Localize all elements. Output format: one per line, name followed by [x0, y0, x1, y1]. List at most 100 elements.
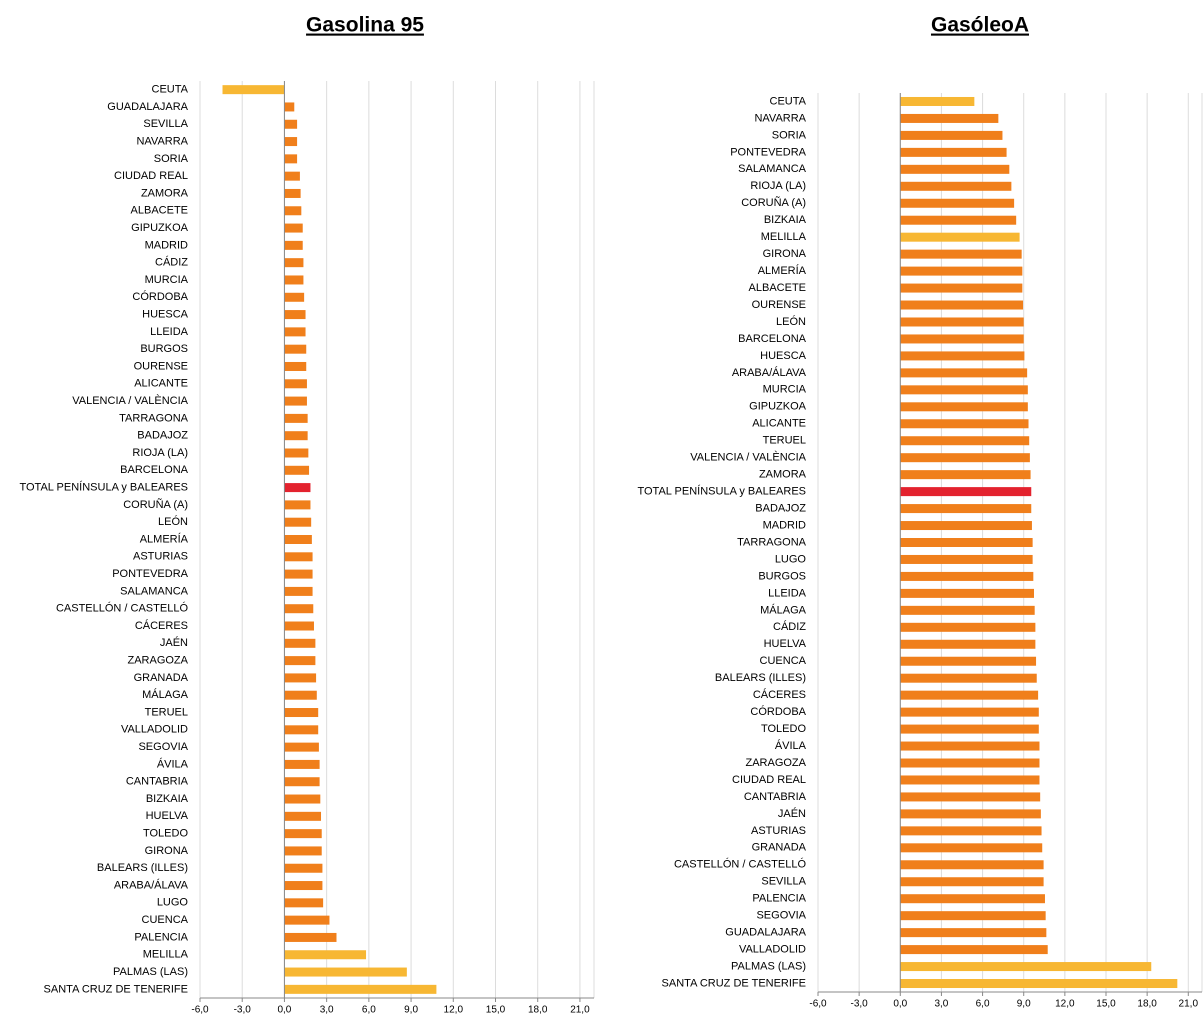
bar — [900, 453, 1030, 463]
bar — [284, 984, 437, 994]
y-tick-label: CANTABRIA — [126, 776, 189, 788]
x-tick-label: 15,0 — [1096, 999, 1116, 1010]
y-tick-label: CEUTA — [152, 84, 189, 96]
y-tick-label: GRANADA — [134, 672, 189, 684]
bar — [284, 258, 304, 268]
bar — [284, 950, 367, 960]
y-tick-label: RIOJA (LA) — [750, 180, 806, 192]
bar — [222, 85, 285, 95]
y-tick-label: CÓRDOBA — [750, 705, 806, 718]
y-tick-label: SALAMANCA — [120, 585, 189, 597]
y-tick-label: TARRAGONA — [119, 412, 189, 424]
bar — [284, 621, 314, 631]
bar — [284, 881, 323, 891]
bar — [284, 673, 317, 683]
bar — [900, 945, 1048, 955]
y-tick-label: JAÉN — [778, 807, 806, 820]
x-tick-label: 21,0 — [570, 1005, 590, 1016]
y-tick-label: ALBACETE — [749, 282, 806, 294]
y-tick-label: OURENSE — [752, 299, 806, 311]
bar — [284, 535, 312, 544]
bar — [284, 448, 309, 458]
bar — [900, 605, 1035, 615]
bar — [900, 113, 999, 123]
bar — [900, 911, 1046, 921]
y-tick-label: TOTAL PENÍNSULA y BALEARES — [19, 481, 188, 494]
bar — [284, 240, 303, 250]
y-tick-label: LEÓN — [158, 515, 188, 528]
y-tick-label: TOLEDO — [143, 828, 188, 840]
y-tick-label: LLEIDA — [150, 326, 189, 338]
y-tick-label: ÁVILA — [775, 739, 807, 752]
bar — [284, 275, 304, 285]
bar — [284, 431, 308, 441]
bar — [900, 962, 1152, 972]
x-tick-label: 15,0 — [486, 1005, 506, 1016]
y-tick-label: ZARAGOZA — [127, 655, 188, 667]
bar — [284, 500, 311, 510]
y-tick-label: VALLADOLID — [121, 724, 188, 736]
y-tick-label: ALICANTE — [134, 378, 188, 390]
bar — [284, 863, 323, 873]
bar — [284, 898, 324, 908]
x-tick-label: 0,0 — [893, 999, 907, 1010]
bar — [284, 517, 312, 527]
y-tick-label: CUENCA — [142, 914, 189, 926]
y-tick-label: GIPUZKOA — [749, 401, 807, 413]
y-tick-label: CORUÑA (A) — [123, 498, 188, 511]
bar — [900, 300, 1024, 310]
y-tick-label: LUGO — [775, 553, 807, 565]
y-tick-label: CÓRDOBA — [132, 290, 188, 303]
y-tick-label: SEGOVIA — [756, 910, 806, 922]
bar — [284, 967, 407, 977]
y-tick-label: BADAJOZ — [755, 502, 806, 514]
bar — [284, 915, 330, 925]
bar — [900, 283, 1023, 293]
y-tick-label: BALEARS (ILLES) — [715, 672, 806, 684]
bar — [900, 334, 1024, 344]
y-tick-label: SORIA — [772, 129, 807, 141]
bar — [284, 569, 313, 579]
y-tick-label: LUGO — [157, 897, 189, 909]
bar — [284, 552, 313, 562]
bar — [900, 809, 1041, 819]
y-tick-label: PALMAS (LAS) — [113, 966, 188, 978]
y-tick-label: GIRONA — [763, 248, 807, 260]
bar — [284, 206, 302, 216]
bar — [284, 708, 319, 718]
y-tick-label: ALMERÍA — [140, 532, 189, 545]
bar — [284, 137, 298, 147]
chart-title: Gasolina 95 — [306, 14, 424, 37]
bar — [900, 164, 1010, 174]
bar — [284, 932, 337, 942]
bar — [284, 846, 322, 856]
y-tick-label: HUELVA — [146, 810, 189, 822]
bar — [900, 538, 1033, 547]
x-tick-label: 0,0 — [277, 1005, 291, 1016]
bar — [284, 465, 310, 475]
bar — [900, 266, 1023, 276]
bar — [900, 419, 1029, 429]
bar — [284, 102, 295, 112]
bar — [900, 554, 1033, 564]
x-tick-label: 12,0 — [444, 1005, 464, 1016]
y-tick-label: LEÓN — [776, 315, 806, 328]
bar — [900, 368, 1028, 378]
y-tick-label: ARABA/ÁLAVA — [114, 878, 189, 891]
bar — [284, 586, 313, 596]
y-tick-label: SANTA CRUZ DE TENERIFE — [44, 983, 188, 995]
bar — [900, 96, 975, 106]
y-tick-label: OURENSE — [134, 360, 188, 372]
y-tick-label: BURGOS — [140, 343, 188, 355]
y-tick-label: JAÉN — [160, 636, 188, 649]
y-tick-label: TERUEL — [145, 706, 188, 718]
y-tick-label: VALENCIA / VALÈNCIA — [690, 451, 806, 464]
bar — [900, 775, 1040, 785]
y-tick-label: BIZKAIA — [764, 214, 807, 226]
bar — [284, 690, 317, 700]
bar — [900, 894, 1045, 904]
bar — [900, 181, 1012, 191]
bar — [900, 385, 1028, 395]
bar — [900, 130, 1003, 140]
